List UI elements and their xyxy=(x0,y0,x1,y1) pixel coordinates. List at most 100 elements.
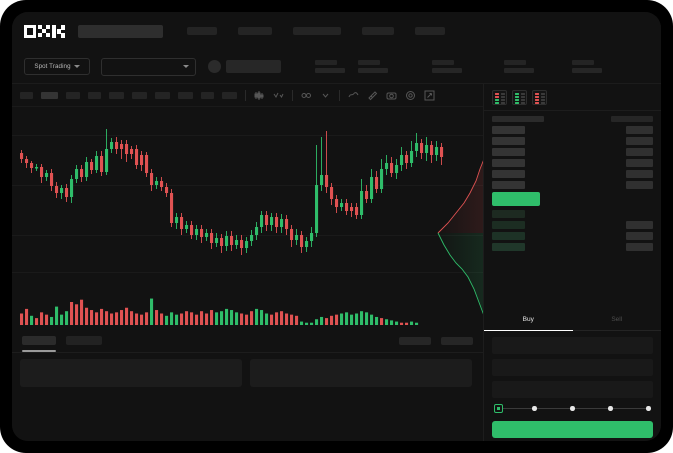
order-amount-field[interactable] xyxy=(492,359,653,376)
nav-item-4[interactable] xyxy=(362,27,394,35)
volume-bar xyxy=(70,302,74,325)
volume-bar xyxy=(115,312,119,325)
orderbook-rows[interactable] xyxy=(484,111,661,307)
order-total-field[interactable] xyxy=(492,381,653,398)
volume-bar xyxy=(280,311,284,325)
slider-handle[interactable] xyxy=(494,404,503,413)
nav-item-2[interactable] xyxy=(238,27,272,35)
market-stat-4 xyxy=(504,60,534,73)
toolbar-divider xyxy=(339,89,340,101)
submit-buy-button[interactable] xyxy=(492,421,653,438)
nav-item-1[interactable] xyxy=(187,27,217,35)
bottom-action-1[interactable] xyxy=(399,336,431,345)
orderbook-ask-row[interactable] xyxy=(484,126,661,134)
timeframe-option-6[interactable] xyxy=(132,91,147,99)
candle-body xyxy=(200,229,204,237)
candle-body xyxy=(435,147,439,155)
camera-icon[interactable] xyxy=(386,90,397,101)
volume-bar xyxy=(185,311,189,325)
nav-item-5[interactable] xyxy=(415,27,445,35)
candle-body xyxy=(90,162,94,170)
amount-slider[interactable] xyxy=(494,403,651,415)
slider-stop-100[interactable] xyxy=(646,406,651,411)
okx-logo[interactable]: OKX xyxy=(24,24,64,38)
orderbook-view-asks-icon[interactable] xyxy=(532,90,547,105)
timeframe-option-7[interactable] xyxy=(155,91,170,99)
volume-bar xyxy=(315,319,319,325)
volume-bar xyxy=(90,310,94,325)
orderbook-size-cell xyxy=(626,137,653,145)
fullscreen-icon[interactable] xyxy=(424,90,435,101)
volume-bar xyxy=(325,318,329,325)
slider-stop-25[interactable] xyxy=(532,406,537,411)
orderbook-last-price-row[interactable] xyxy=(484,192,661,206)
candle-body xyxy=(220,238,224,246)
orderbook-ask-row[interactable] xyxy=(484,148,661,156)
market-type-selector[interactable]: Spot Trading xyxy=(24,58,90,75)
candle-body xyxy=(380,169,384,189)
candle-body xyxy=(345,203,349,211)
orderbook-ask-row[interactable] xyxy=(484,159,661,167)
timeframe-option-2[interactable] xyxy=(41,91,58,99)
candle-body xyxy=(300,235,304,247)
volume-bar xyxy=(85,307,89,325)
orders-panels xyxy=(12,353,483,387)
search-input[interactable] xyxy=(78,24,163,38)
tab-sell[interactable]: Sell xyxy=(611,316,623,323)
orderbook-price-cell xyxy=(492,159,525,167)
candle-body xyxy=(340,203,344,207)
orderbook-view-bids-icon[interactable] xyxy=(512,90,527,105)
gridline-2 xyxy=(12,185,483,186)
timeframe-option-1[interactable] xyxy=(20,91,33,99)
slider-stop-75[interactable] xyxy=(608,406,613,411)
timeframe-option-9[interactable] xyxy=(201,91,214,99)
candle-body xyxy=(55,186,59,193)
volume-bar xyxy=(130,311,134,325)
orderbook-price-cell xyxy=(492,232,525,240)
market-stats xyxy=(281,60,602,73)
nav-item-3[interactable] xyxy=(293,27,341,35)
tab-buy[interactable]: Buy xyxy=(484,309,573,331)
trading-pair-selector[interactable] xyxy=(101,57,196,76)
line-chart-icon[interactable] xyxy=(348,90,359,101)
slider-stop-50[interactable] xyxy=(570,406,575,411)
timeframe-option-5[interactable] xyxy=(109,91,124,99)
tab-order-history[interactable] xyxy=(66,336,102,345)
timeframe-option-3[interactable] xyxy=(66,91,80,99)
settings-icon[interactable] xyxy=(405,90,416,101)
volume-bar xyxy=(415,322,419,325)
orderbook-bid-row[interactable] xyxy=(484,243,661,251)
candle-body xyxy=(150,173,154,185)
orderbook-bid-row[interactable] xyxy=(484,221,661,229)
candlestick-series xyxy=(20,129,444,255)
indicator-icon[interactable] xyxy=(301,90,312,101)
market-stat-5 xyxy=(572,60,602,73)
orderbook-ask-row[interactable] xyxy=(484,181,661,189)
orderbook-bid-row[interactable] xyxy=(484,210,661,218)
bottom-action-2[interactable] xyxy=(441,336,473,345)
volume-bar xyxy=(135,313,139,325)
candle-body xyxy=(310,233,314,241)
timeframe-option-8[interactable] xyxy=(178,91,193,99)
candle-body xyxy=(65,188,69,197)
compare-dropdown-icon[interactable] xyxy=(320,90,331,101)
orderbook-bid-row[interactable] xyxy=(484,232,661,240)
volume-bar xyxy=(320,316,324,325)
orderbook-view-both-icon[interactable] xyxy=(492,90,507,105)
chart-style-dropdown-icon[interactable] xyxy=(273,90,284,101)
tab-open-orders[interactable] xyxy=(22,336,56,352)
price-chart[interactable] xyxy=(12,107,483,329)
volume-bar xyxy=(405,322,409,325)
volume-bar xyxy=(140,314,144,325)
order-price-field[interactable] xyxy=(492,337,653,354)
orderbook-ask-row[interactable] xyxy=(484,137,661,145)
timeframe-option-10[interactable] xyxy=(222,91,237,99)
timeframe-option-4[interactable] xyxy=(88,91,101,99)
candle-body xyxy=(155,181,159,185)
drawing-tools-icon[interactable] xyxy=(367,90,378,101)
orderbook-ask-row[interactable] xyxy=(484,170,661,178)
candle-body xyxy=(60,188,64,193)
orderbook-price-cell xyxy=(492,181,525,189)
candle-body xyxy=(320,175,324,185)
candlestick-chart-icon[interactable] xyxy=(254,90,265,101)
